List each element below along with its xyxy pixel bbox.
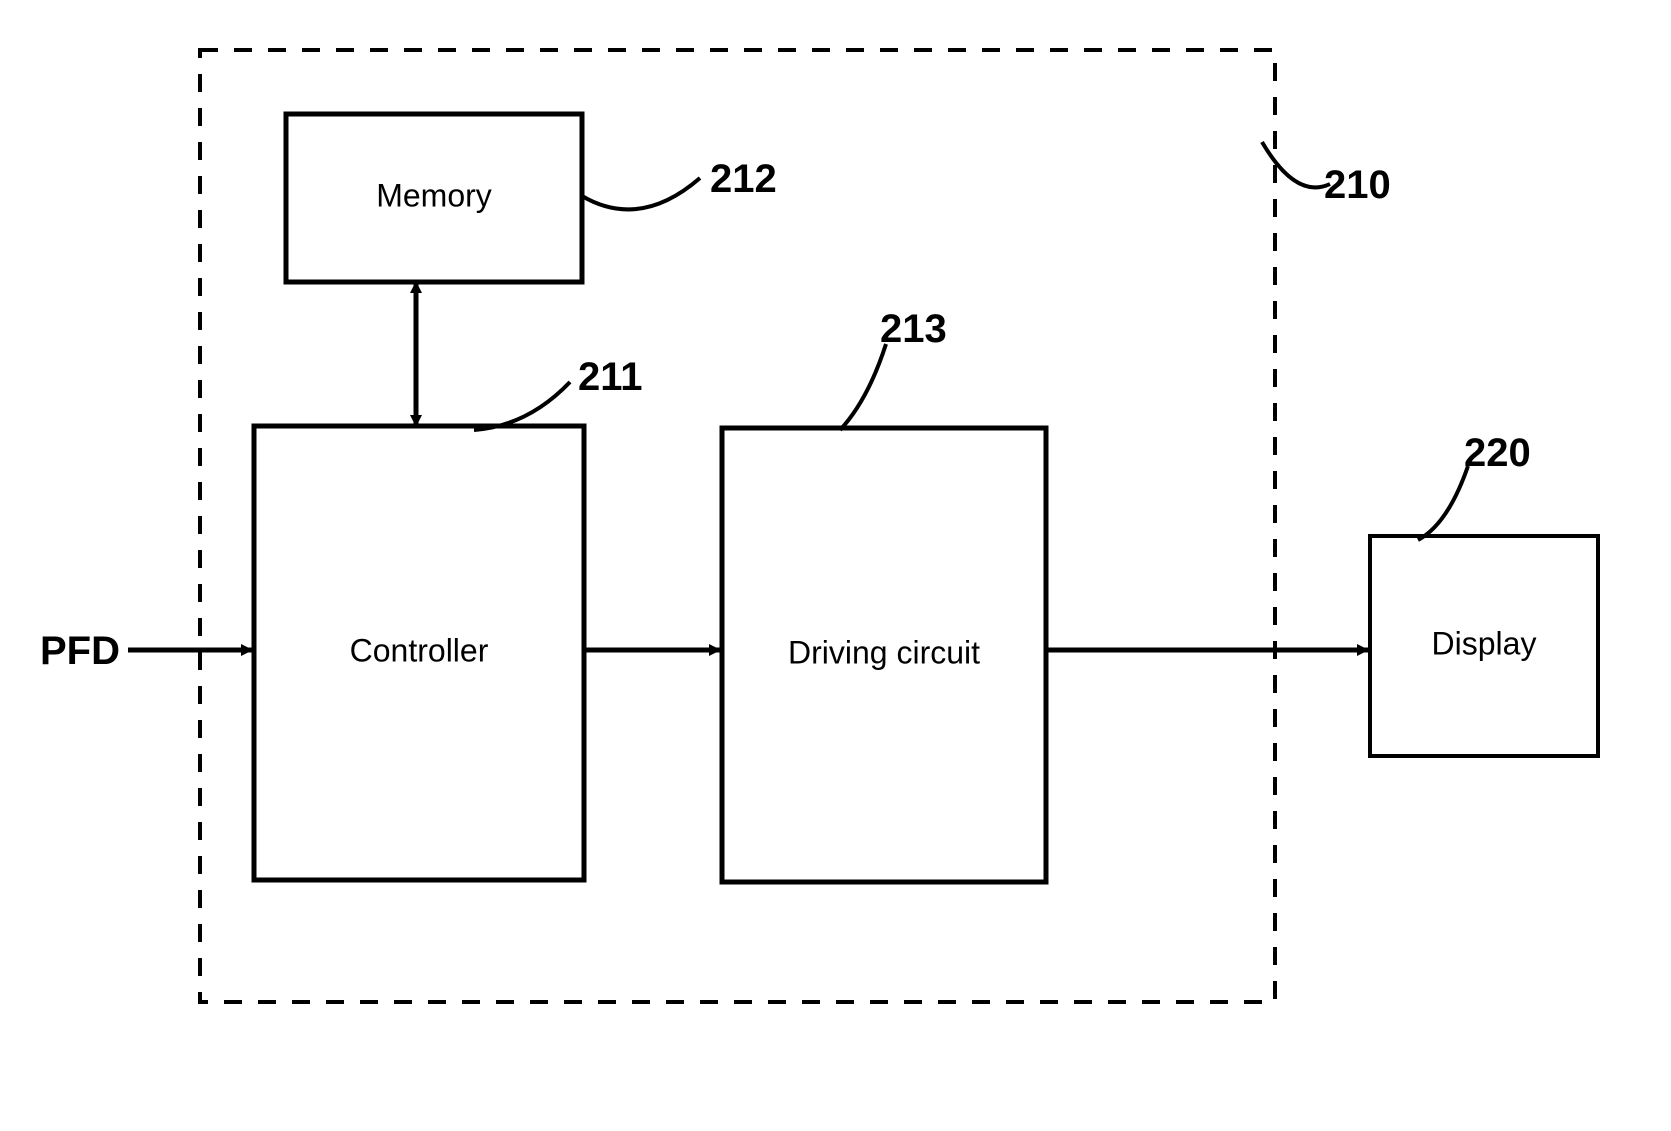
input-label-pfd: PFD bbox=[40, 629, 120, 673]
ref-label-211: 211 bbox=[578, 355, 643, 399]
diagram-svg: Memory Controller Driving circuit Display PF… bbox=[0, 0, 1671, 1131]
ref-label-220: 220 bbox=[1464, 431, 1531, 475]
leader-220 bbox=[1418, 466, 1468, 540]
leader-210 bbox=[1262, 142, 1330, 187]
node-label-display: Display bbox=[1432, 625, 1537, 661]
ref-label-210: 210 bbox=[1324, 163, 1391, 207]
leader-213 bbox=[840, 344, 886, 430]
node-label-memory: Memory bbox=[376, 177, 492, 213]
leader-212 bbox=[582, 178, 700, 209]
ref-label-213: 213 bbox=[880, 307, 947, 351]
node-label-controller: Controller bbox=[350, 632, 489, 668]
ref-label-212: 212 bbox=[710, 157, 777, 201]
node-label-driving: Driving circuit bbox=[788, 634, 980, 670]
leader-211 bbox=[474, 382, 570, 430]
